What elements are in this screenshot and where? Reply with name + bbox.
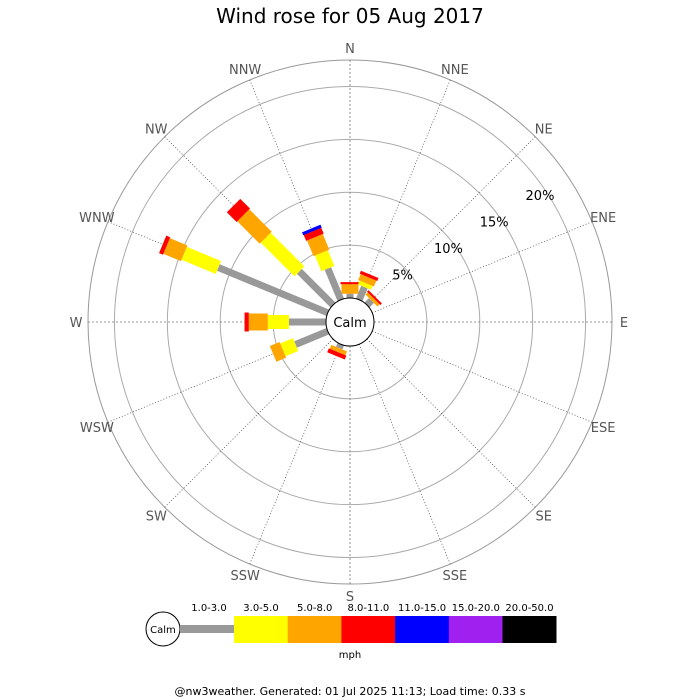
legend-swatch-5 xyxy=(448,616,503,643)
legend-swatch-2 xyxy=(287,616,342,643)
chart-title: Wind rose for 05 Aug 2017 xyxy=(216,4,484,28)
percent-label-10: 10% xyxy=(434,242,463,257)
direction-label-wnw: WNW xyxy=(79,211,115,226)
legend-swatch-3 xyxy=(341,616,396,643)
legend-range-4: 11.0-15.0 xyxy=(398,603,446,614)
direction-label-w: W xyxy=(70,316,83,331)
direction-label-nnw: NNW xyxy=(229,63,261,78)
bar-ne-0 xyxy=(364,298,374,308)
bar-nw-2 xyxy=(237,209,272,244)
bar-nw-0 xyxy=(296,268,336,308)
bar-w-0 xyxy=(288,318,326,326)
bar-ssw-2 xyxy=(329,344,348,356)
bar-nne-1 xyxy=(357,280,373,290)
legend-swatch-0 xyxy=(180,625,234,633)
bar-nnw-0 xyxy=(324,267,345,302)
spoke-ese xyxy=(372,330,593,423)
bar-n-2 xyxy=(341,284,359,294)
bar-nnw-4 xyxy=(302,224,322,236)
bar-n-3 xyxy=(340,282,360,285)
bar-nne-2 xyxy=(358,274,377,287)
legend-swatch-4 xyxy=(395,616,450,643)
calm-circle xyxy=(325,297,375,347)
bar-nw-1 xyxy=(260,232,305,277)
footer-text: @nw3weather. Generated: 01 Jul 2025 11:1… xyxy=(174,685,526,698)
bar-nnw-1 xyxy=(314,250,335,272)
bar-nnw-2 xyxy=(307,234,330,257)
legend-range-2: 5.0-8.0 xyxy=(297,603,332,614)
direction-label-n: N xyxy=(345,42,355,57)
direction-label-e: E xyxy=(620,316,628,331)
legend-swatch-1 xyxy=(234,616,288,643)
legend-range-6: 20.0-50.0 xyxy=(505,603,553,614)
bar-nw-3 xyxy=(226,198,250,222)
direction-label-nw: NW xyxy=(145,122,168,137)
percent-ring-15 xyxy=(166,138,534,506)
bar-ssw-3 xyxy=(327,348,347,360)
percent-label-15: 15% xyxy=(480,216,509,231)
percent-ring-20 xyxy=(113,85,587,559)
bar-wnw-0 xyxy=(217,264,330,317)
spoke-ne xyxy=(366,136,536,306)
legend-range-5: 15.0-20.0 xyxy=(452,603,500,614)
calm-label: Calm xyxy=(333,316,366,331)
direction-label-sw: SW xyxy=(146,510,167,525)
bar-w-1 xyxy=(267,315,289,329)
bar-w-2 xyxy=(248,313,268,331)
bar-ssw-0 xyxy=(335,342,345,350)
spoke-sw xyxy=(164,338,334,508)
direction-label-nne: NNE xyxy=(441,63,469,78)
bar-n-0 xyxy=(346,293,354,298)
legend-unit: mph xyxy=(339,650,361,661)
bar-w-3 xyxy=(244,312,249,332)
bar-wnw-1 xyxy=(181,246,222,274)
percent-label-20: 20% xyxy=(526,189,555,204)
direction-label-ese: ESE xyxy=(591,421,616,436)
bar-ne-3 xyxy=(366,290,382,306)
legend-range-0: 1.0-3.0 xyxy=(191,603,226,614)
spoke-ene xyxy=(372,221,593,314)
spoke-se xyxy=(366,338,536,508)
bar-wnw-3 xyxy=(159,235,171,255)
legend-range-1: 3.0-5.0 xyxy=(243,603,278,614)
percent-label-5: 5% xyxy=(392,269,413,284)
bar-nne-3 xyxy=(359,270,379,281)
direction-label-se: SE xyxy=(536,510,552,525)
spoke-ssw xyxy=(249,344,342,565)
direction-label-wsw: WSW xyxy=(80,421,114,436)
bar-wnw-2 xyxy=(163,238,188,262)
legend-range-3: 8.0-11.0 xyxy=(348,603,390,614)
spoke-sse xyxy=(358,344,451,565)
bar-ne-2 xyxy=(365,292,380,307)
bar-nne-0 xyxy=(355,285,368,302)
direction-label-sse: SSE xyxy=(442,569,467,584)
direction-label-ne: NE xyxy=(535,122,553,137)
bar-wsw-0 xyxy=(294,327,330,348)
direction-label-ene: ENE xyxy=(590,211,616,226)
spoke-nne xyxy=(358,79,451,300)
bar-wsw-2 xyxy=(269,341,287,362)
direction-label-ssw: SSW xyxy=(230,569,260,584)
bar-wsw-1 xyxy=(280,338,299,357)
direction-label-s: S xyxy=(346,590,354,605)
legend-calm-label: Calm xyxy=(150,625,176,636)
legend-swatch-6 xyxy=(502,616,557,643)
bar-nnw-3 xyxy=(303,227,324,241)
